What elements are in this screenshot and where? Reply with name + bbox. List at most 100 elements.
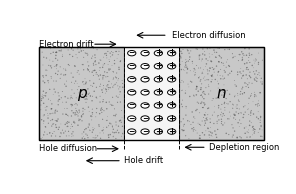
Point bbox=[59, 122, 63, 126]
Point bbox=[209, 80, 214, 83]
Point bbox=[200, 106, 205, 109]
Point bbox=[190, 110, 194, 113]
Point bbox=[247, 75, 252, 78]
Point bbox=[45, 133, 49, 136]
Point bbox=[104, 54, 109, 57]
Point bbox=[208, 89, 213, 93]
Point bbox=[227, 72, 232, 75]
Circle shape bbox=[128, 77, 136, 82]
Point bbox=[119, 135, 124, 138]
Point bbox=[248, 112, 253, 115]
Point bbox=[66, 63, 71, 66]
Point bbox=[44, 108, 48, 112]
Point bbox=[41, 80, 46, 83]
Point bbox=[205, 113, 210, 116]
Point bbox=[53, 134, 58, 138]
Point bbox=[215, 122, 220, 125]
Point bbox=[89, 57, 94, 60]
Point bbox=[57, 94, 61, 97]
Point bbox=[225, 48, 230, 51]
Point bbox=[205, 78, 210, 81]
Point bbox=[184, 71, 189, 74]
Point bbox=[52, 88, 57, 91]
Point bbox=[114, 94, 119, 98]
Point bbox=[39, 118, 44, 121]
Text: +: + bbox=[168, 48, 175, 57]
Text: n: n bbox=[217, 86, 226, 101]
Point bbox=[191, 121, 195, 124]
Point bbox=[54, 51, 59, 54]
Point bbox=[202, 92, 206, 95]
Point bbox=[102, 62, 107, 65]
Point bbox=[240, 58, 245, 61]
Point bbox=[54, 108, 58, 111]
Point bbox=[205, 69, 210, 72]
Point bbox=[238, 70, 242, 74]
Point bbox=[216, 70, 221, 73]
Point bbox=[56, 128, 61, 131]
Point bbox=[243, 132, 247, 135]
Point bbox=[241, 74, 246, 77]
Point bbox=[119, 121, 124, 124]
Text: +: + bbox=[168, 61, 175, 70]
Point bbox=[219, 120, 224, 123]
Point bbox=[65, 122, 70, 125]
Point bbox=[80, 137, 85, 140]
Point bbox=[192, 74, 197, 77]
Point bbox=[210, 66, 215, 69]
Point bbox=[55, 110, 59, 113]
Point bbox=[215, 120, 219, 123]
Point bbox=[87, 110, 91, 113]
Point bbox=[40, 95, 44, 98]
Point bbox=[238, 90, 243, 93]
Point bbox=[199, 94, 204, 97]
Point bbox=[205, 116, 209, 119]
Point bbox=[106, 86, 111, 89]
Point bbox=[214, 51, 219, 54]
Point bbox=[240, 86, 245, 89]
Point bbox=[117, 119, 122, 122]
Point bbox=[199, 59, 204, 62]
Point bbox=[237, 107, 242, 111]
Point bbox=[240, 52, 245, 55]
Point bbox=[112, 114, 116, 117]
Point bbox=[69, 125, 73, 128]
Point bbox=[93, 56, 97, 59]
Text: +: + bbox=[155, 87, 162, 96]
Point bbox=[221, 91, 226, 94]
Point bbox=[249, 109, 254, 112]
Point bbox=[240, 59, 244, 62]
Point bbox=[235, 73, 240, 76]
Point bbox=[118, 90, 123, 93]
Point bbox=[203, 122, 208, 125]
Point bbox=[221, 64, 226, 67]
Point bbox=[58, 135, 62, 138]
Point bbox=[191, 126, 196, 129]
Point bbox=[180, 128, 184, 131]
Point bbox=[243, 111, 247, 114]
Point bbox=[77, 119, 81, 122]
Point bbox=[209, 134, 213, 137]
Point bbox=[241, 69, 246, 73]
Point bbox=[73, 80, 78, 83]
Point bbox=[67, 64, 72, 67]
Point bbox=[93, 115, 98, 118]
Text: +: + bbox=[155, 61, 162, 70]
Point bbox=[110, 126, 115, 129]
Point bbox=[199, 72, 204, 75]
Point bbox=[80, 81, 85, 84]
Point bbox=[181, 129, 186, 132]
Point bbox=[89, 84, 93, 87]
Circle shape bbox=[141, 116, 149, 121]
Point bbox=[85, 67, 90, 70]
Point bbox=[206, 107, 211, 110]
Point bbox=[40, 93, 45, 96]
Point bbox=[214, 65, 219, 68]
Point bbox=[249, 92, 254, 95]
Point bbox=[210, 135, 214, 138]
Point bbox=[202, 104, 207, 107]
Point bbox=[71, 121, 76, 124]
Point bbox=[254, 69, 259, 72]
Point bbox=[110, 96, 115, 99]
Point bbox=[226, 102, 230, 106]
